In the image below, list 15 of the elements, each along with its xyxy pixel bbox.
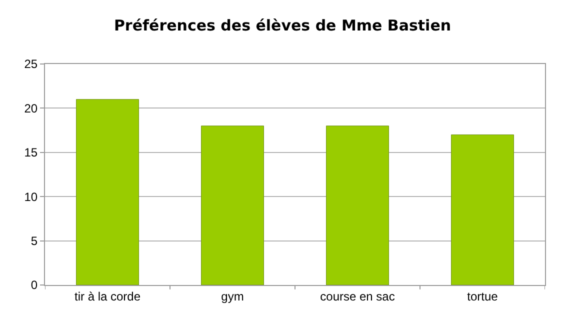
y-tick-label: 15	[24, 146, 38, 160]
y-tick-label: 20	[24, 101, 38, 116]
y-tick-label: 10	[24, 190, 38, 204]
x-tick-label: course en sac	[320, 289, 395, 304]
bar	[451, 134, 514, 285]
y-tick-label: 25	[24, 57, 38, 72]
x-tick-label: gym	[221, 289, 244, 304]
bar	[201, 126, 264, 285]
y-tick-label: 0	[30, 278, 38, 292]
x-tick-label: tir à la corde	[74, 289, 141, 304]
y-tick-label: 5	[30, 234, 38, 248]
x-tick-label: tortue	[467, 289, 498, 304]
chart-title: Préférences des élèves de Mme Bastien	[114, 16, 452, 34]
bar	[76, 99, 139, 285]
bar	[326, 126, 389, 285]
